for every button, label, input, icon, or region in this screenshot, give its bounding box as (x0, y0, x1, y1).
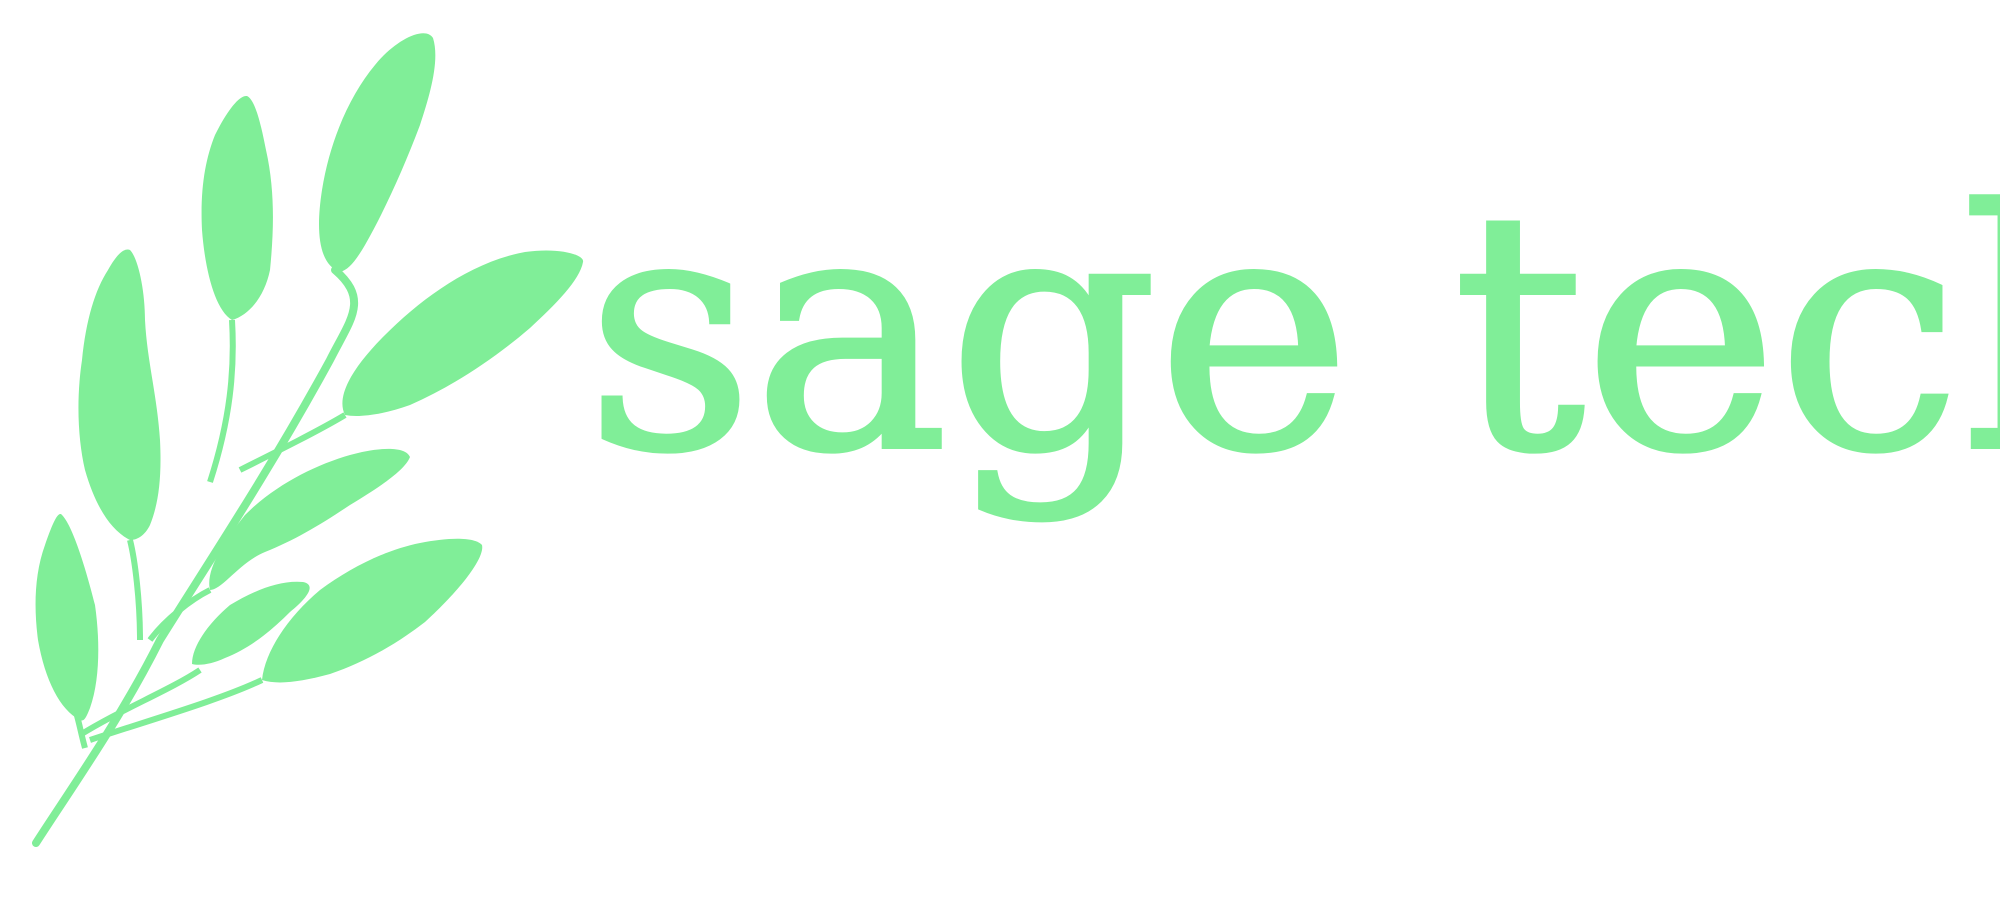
sage-branch-icon (32, 33, 584, 847)
brand-wordmark: sage tech (583, 141, 2000, 525)
